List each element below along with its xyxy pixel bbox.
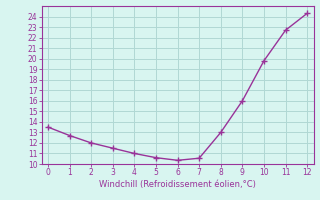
X-axis label: Windchill (Refroidissement éolien,°C): Windchill (Refroidissement éolien,°C) [99,180,256,189]
